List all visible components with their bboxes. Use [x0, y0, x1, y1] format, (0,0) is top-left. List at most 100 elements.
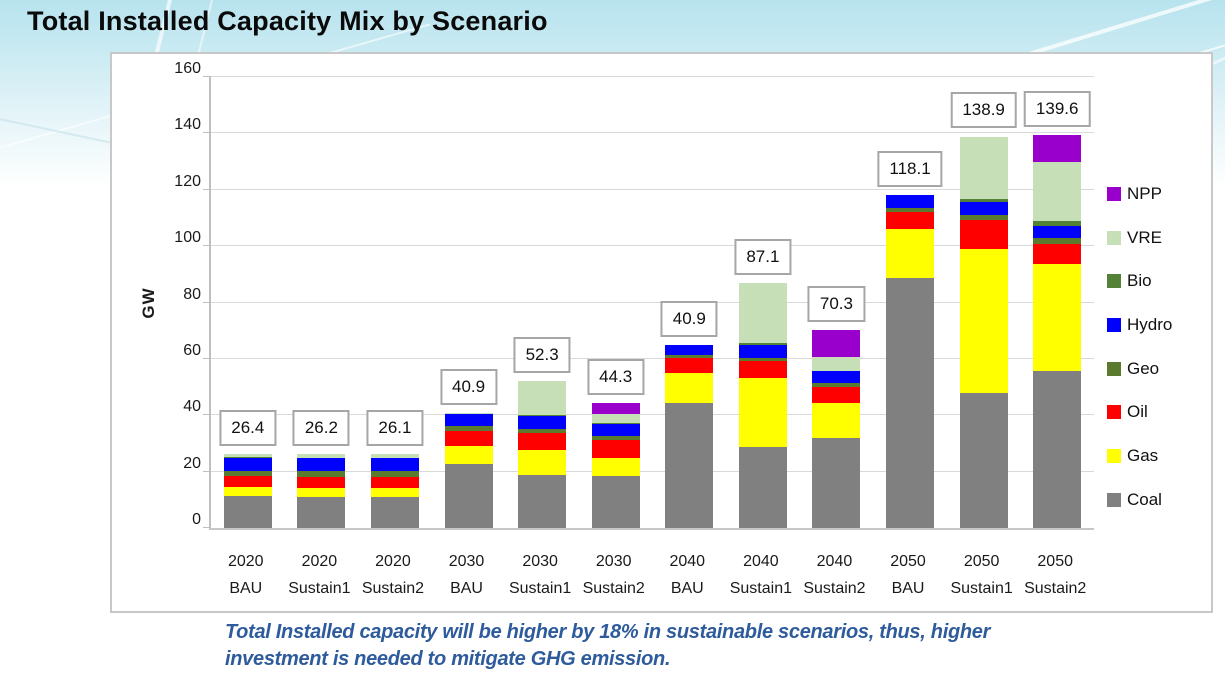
segment-gas-2020-Sustain2[interactable] [370, 487, 419, 497]
segment-npp-2050-Sustain2[interactable] [1033, 134, 1082, 162]
segment-bio-2020-Sustain1[interactable] [297, 457, 346, 459]
segment-geo-2020-Sustain1[interactable] [297, 471, 346, 477]
segment-oil-2040-BAU[interactable] [665, 358, 714, 373]
segment-bio-2050-Sustain2[interactable] [1033, 221, 1082, 226]
segment-geo-2040-BAU[interactable] [665, 354, 714, 359]
segment-geo-2050-Sustain2[interactable] [1033, 237, 1082, 244]
segment-hydro-2020-Sustain1[interactable] [297, 458, 346, 472]
segment-vre-2040-Sustain2[interactable] [812, 356, 861, 371]
bar-2030-BAU[interactable] [444, 412, 493, 528]
segment-hydro-2030-BAU[interactable] [444, 414, 493, 427]
segment-geo-2020-Sustain2[interactable] [370, 471, 419, 477]
segment-gas-2020-Sustain1[interactable] [297, 487, 346, 497]
segment-oil-2030-Sustain1[interactable] [518, 433, 567, 451]
bar-2050-Sustain2[interactable] [1033, 134, 1082, 528]
segment-vre-2020-Sustain2[interactable] [370, 454, 419, 458]
segment-gas-2030-Sustain1[interactable] [518, 450, 567, 476]
segment-geo-2030-BAU[interactable] [444, 426, 493, 431]
segment-oil-2030-Sustain2[interactable] [591, 439, 640, 458]
segment-gas-2040-Sustain1[interactable] [738, 378, 787, 448]
segment-hydro-2050-Sustain2[interactable] [1033, 225, 1082, 238]
segment-hydro-2030-Sustain2[interactable] [591, 424, 640, 436]
bar-2030-Sustain1[interactable] [518, 380, 567, 528]
segment-geo-2050-Sustain1[interactable] [959, 214, 1008, 220]
segment-bio-2040-Sustain1[interactable] [738, 343, 787, 345]
bar-2040-Sustain1[interactable] [738, 282, 787, 528]
bar-slot-2050-Sustain1: 138.9 [947, 77, 1021, 528]
segment-bio-2030-Sustain2[interactable] [591, 423, 640, 425]
segment-hydro-2020-BAU[interactable] [223, 457, 272, 471]
segment-geo-2050-BAU[interactable] [886, 208, 935, 213]
segment-coal-2030-BAU[interactable] [444, 463, 493, 528]
segment-vre-2020-BAU[interactable] [223, 453, 272, 458]
segment-vre-2040-Sustain1[interactable] [738, 282, 787, 344]
bar-2020-Sustain2[interactable] [370, 454, 419, 528]
segment-vre-2020-Sustain1[interactable] [297, 454, 346, 458]
segment-oil-2050-BAU[interactable] [886, 212, 935, 230]
bar-2020-Sustain1[interactable] [297, 454, 346, 528]
segment-vre-2050-Sustain1[interactable] [959, 136, 1008, 199]
bar-2040-BAU[interactable] [665, 345, 714, 528]
segment-npp-2030-Sustain2[interactable] [591, 403, 640, 415]
segment-coal-2020-Sustain2[interactable] [370, 497, 419, 528]
segment-gas-2020-BAU[interactable] [223, 487, 272, 497]
segment-geo-2030-Sustain2[interactable] [591, 435, 640, 440]
segment-coal-2040-BAU[interactable] [665, 403, 714, 528]
bar-2040-Sustain2[interactable] [812, 329, 861, 528]
segment-bio-2030-BAU[interactable] [444, 413, 493, 415]
segment-coal-2050-BAU[interactable] [886, 277, 935, 528]
segment-oil-2040-Sustain2[interactable] [812, 387, 861, 404]
segment-bio-2050-Sustain1[interactable] [959, 198, 1008, 202]
segment-hydro-2020-Sustain2[interactable] [370, 458, 419, 472]
segment-gas-2030-BAU[interactable] [444, 445, 493, 464]
segment-bio-2040-Sustain2[interactable] [812, 370, 861, 372]
segment-oil-2020-BAU[interactable] [223, 476, 272, 488]
segment-oil-2050-Sustain2[interactable] [1033, 243, 1082, 265]
bar-2030-Sustain2[interactable] [591, 403, 640, 528]
segment-vre-2050-Sustain2[interactable] [1033, 161, 1082, 222]
segment-oil-2020-Sustain1[interactable] [297, 476, 346, 488]
bar-slot-2040-Sustain2: 70.3 [800, 77, 874, 528]
segment-hydro-2040-BAU[interactable] [665, 345, 714, 355]
segment-hydro-2050-BAU[interactable] [886, 195, 935, 209]
segment-coal-2020-Sustain1[interactable] [297, 496, 346, 528]
segment-gas-2050-Sustain2[interactable] [1033, 264, 1082, 372]
segment-coal-2030-Sustain1[interactable] [518, 475, 567, 528]
segment-oil-2040-Sustain1[interactable] [738, 361, 787, 379]
segment-geo-2040-Sustain2[interactable] [812, 383, 861, 388]
segment-coal-2030-Sustain2[interactable] [591, 476, 640, 528]
segment-gas-2040-Sustain2[interactable] [812, 403, 861, 438]
segment-vre-2030-Sustain1[interactable] [518, 380, 567, 416]
segment-oil-2030-BAU[interactable] [444, 430, 493, 446]
bar-2050-BAU[interactable] [886, 195, 935, 528]
segment-npp-2040-Sustain2[interactable] [812, 329, 861, 357]
segment-hydro-2030-Sustain1[interactable] [518, 416, 567, 429]
segment-hydro-2050-Sustain1[interactable] [959, 201, 1008, 215]
legend: NPP VRE Bio Hydro Geo Oil Gas Coal [1107, 172, 1212, 522]
segment-gas-2040-BAU[interactable] [665, 372, 714, 404]
segment-coal-2050-Sustain2[interactable] [1033, 371, 1082, 528]
segment-vre-2030-BAU[interactable] [444, 412, 493, 414]
segment-geo-2020-BAU[interactable] [223, 470, 272, 477]
segment-bio-2020-BAU[interactable] [223, 457, 272, 458]
segment-bio-2030-Sustain1[interactable] [518, 415, 567, 417]
legend-label-gas: Gas [1127, 445, 1159, 465]
segment-gas-2050-BAU[interactable] [886, 229, 935, 278]
segment-coal-2020-BAU[interactable] [223, 496, 272, 528]
segment-hydro-2040-Sustain2[interactable] [812, 371, 861, 384]
segment-coal-2050-Sustain1[interactable] [959, 392, 1008, 528]
segment-geo-2030-Sustain1[interactable] [518, 428, 567, 434]
segment-coal-2040-Sustain2[interactable] [812, 437, 861, 528]
segment-oil-2050-Sustain1[interactable] [959, 219, 1008, 249]
segment-coal-2040-Sustain1[interactable] [738, 447, 787, 528]
segment-gas-2030-Sustain2[interactable] [591, 457, 640, 477]
segment-oil-2020-Sustain2[interactable] [370, 477, 419, 488]
segment-geo-2040-Sustain1[interactable] [738, 358, 787, 362]
segment-gas-2050-Sustain1[interactable] [959, 248, 1008, 393]
segment-vre-2030-Sustain2[interactable] [591, 414, 640, 424]
bar-2020-BAU[interactable] [223, 453, 272, 528]
bar-2050-Sustain1[interactable] [959, 136, 1008, 528]
segment-bio-2020-Sustain2[interactable] [370, 457, 419, 459]
x-label-year: 2030 [522, 553, 558, 570]
segment-hydro-2040-Sustain1[interactable] [738, 344, 787, 359]
